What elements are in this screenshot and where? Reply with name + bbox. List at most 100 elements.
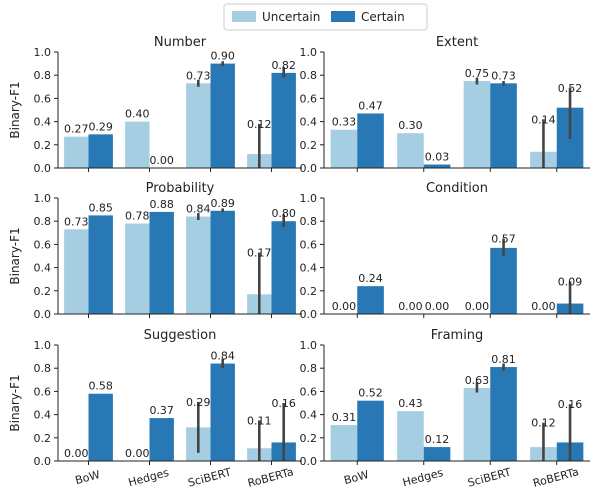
bar-certain-hedges	[424, 447, 451, 461]
data-label: 0.00	[398, 300, 423, 313]
y-tick-label: 0.8	[34, 69, 52, 82]
y-tick-label: 0.4	[300, 116, 318, 129]
subplot-title: Condition	[426, 181, 488, 196]
data-label: 0.00	[465, 300, 490, 313]
y-tick-label: 0.0	[34, 308, 52, 321]
subplot-suggestion: Suggestion0.00.20.40.60.81.0Binary-F10.0…	[8, 328, 302, 490]
data-label: 0.29	[186, 396, 211, 409]
data-label: 0.14	[531, 113, 556, 126]
data-label: 0.00	[332, 300, 357, 313]
y-tick-label: 0.2	[300, 432, 318, 445]
data-label: 0.12	[425, 433, 450, 446]
data-label: 0.33	[332, 116, 357, 129]
data-label: 0.85	[88, 201, 113, 214]
y-tick-label: 0.8	[300, 362, 318, 375]
data-label: 0.29	[88, 120, 113, 133]
bar-uncertain-bow	[331, 425, 358, 461]
y-tick-label: 0.4	[34, 116, 52, 129]
y-tick-label: 0.4	[34, 409, 52, 422]
data-label: 0.82	[271, 59, 296, 72]
data-label: 0.00	[425, 300, 450, 313]
bar-uncertain-bow	[331, 130, 358, 168]
bar-certain-scibert	[490, 83, 517, 168]
y-tick-label: 0.2	[34, 139, 52, 152]
data-label: 0.88	[149, 198, 174, 211]
data-label: 0.09	[558, 276, 583, 289]
y-tick-label: 0.2	[34, 285, 52, 298]
y-tick-label: 0.0	[300, 455, 318, 468]
subplot-extent: Extent0.00.20.40.60.81.00.330.470.300.03…	[300, 35, 590, 175]
data-label: 0.12	[247, 118, 272, 131]
bar-certain-hedges	[424, 165, 451, 168]
y-tick-label: 1.0	[34, 192, 52, 205]
subplot-probability: Probability0.00.20.40.60.81.0Binary-F10.…	[8, 181, 302, 321]
x-tick-label: RoBERTa	[532, 465, 581, 490]
subplot-title: Suggestion	[144, 328, 217, 343]
subplot-title: Extent	[436, 35, 478, 50]
data-label: 0.89	[210, 197, 235, 210]
data-label: 0.73	[64, 215, 89, 228]
data-label: 0.00	[64, 447, 89, 460]
data-label: 0.78	[125, 210, 150, 223]
data-label: 0.73	[186, 69, 211, 82]
y-tick-label: 0.6	[300, 92, 318, 105]
data-label: 0.37	[149, 404, 174, 417]
data-label: 0.57	[491, 233, 516, 246]
data-label: 0.84	[186, 203, 211, 216]
data-label: 0.81	[491, 353, 516, 366]
data-label: 0.63	[465, 374, 490, 387]
data-label: 0.30	[398, 119, 423, 132]
data-label: 0.00	[531, 300, 556, 313]
legend: Uncertain Certain	[224, 4, 427, 30]
data-label: 0.40	[125, 108, 150, 121]
y-tick-label: 0.2	[300, 285, 318, 298]
y-tick-label: 0.4	[34, 262, 52, 275]
y-axis-label: Binary-F1	[8, 374, 22, 431]
y-tick-label: 1.0	[34, 46, 52, 59]
y-tick-label: 0.0	[300, 162, 318, 175]
bar-certain-bow	[357, 401, 384, 461]
data-label: 0.84	[210, 350, 235, 363]
y-tick-label: 0.8	[34, 215, 52, 228]
data-label: 0.16	[271, 397, 296, 410]
y-tick-label: 0.0	[300, 308, 318, 321]
y-tick-label: 0.2	[34, 432, 52, 445]
x-tick-label: Hedges	[401, 466, 445, 489]
bar-uncertain-bow	[64, 229, 88, 314]
bar-certain-hedges	[150, 212, 174, 314]
subplot-framing: Framing0.00.20.40.60.81.00.310.52BoW0.43…	[300, 328, 590, 490]
bar-uncertain-scibert	[186, 83, 210, 168]
data-label: 0.52	[358, 387, 383, 400]
x-tick-label: SciBERT	[187, 466, 233, 490]
bar-certain-scibert	[490, 248, 517, 314]
x-tick-label: RoBERTa	[246, 465, 295, 490]
bar-certain-scibert	[211, 211, 235, 314]
y-tick-label: 1.0	[300, 46, 318, 59]
data-label: 0.43	[398, 397, 423, 410]
y-tick-label: 0.6	[300, 238, 318, 251]
legend-swatch-uncertain	[232, 11, 256, 22]
bar-uncertain-hedges	[397, 411, 424, 461]
data-label: 0.73	[491, 69, 516, 82]
x-tick-label: SciBERT	[466, 466, 512, 490]
data-label: 0.00	[149, 154, 174, 167]
bar-certain-roberta	[272, 73, 296, 168]
y-tick-label: 0.6	[34, 238, 52, 251]
y-axis-label: Binary-F1	[8, 227, 22, 284]
y-tick-label: 0.8	[300, 215, 318, 228]
data-label: 0.03	[425, 151, 450, 164]
bar-certain-bow	[357, 113, 384, 168]
bar-certain-scibert	[211, 64, 235, 168]
data-label: 0.52	[558, 82, 583, 95]
y-tick-label: 0.0	[34, 162, 52, 175]
y-tick-label: 0.8	[34, 362, 52, 375]
bar-uncertain-scibert	[464, 81, 491, 168]
bar-uncertain-scibert	[186, 217, 210, 314]
data-label: 0.47	[358, 99, 383, 112]
x-tick-label: Hedges	[127, 466, 171, 489]
x-tick-label: BoW	[74, 468, 102, 487]
data-label: 0.90	[210, 50, 235, 63]
